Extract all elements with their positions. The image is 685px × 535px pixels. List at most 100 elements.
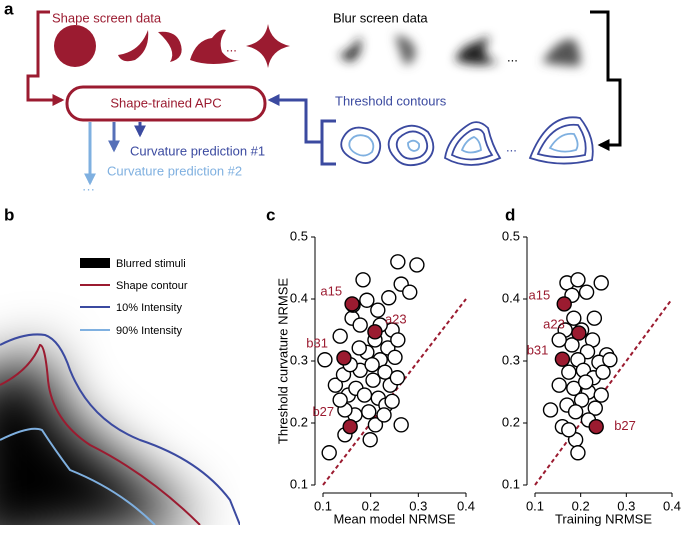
legend-swatch bbox=[80, 258, 110, 268]
x-axis-label: Mean model NRMSE bbox=[333, 511, 455, 526]
point bbox=[390, 332, 406, 348]
point bbox=[332, 392, 348, 408]
panel-b: b Blurred stimuli Shape contour 10% Inte… bbox=[0, 205, 240, 525]
y-tick-label: 0.4 bbox=[502, 290, 520, 305]
point bbox=[602, 352, 618, 368]
panel-label: c bbox=[266, 205, 275, 224]
prediction: Curvature prediction #1 bbox=[130, 143, 265, 158]
legend-label: Shape contour bbox=[116, 280, 188, 292]
ellipsis: ... bbox=[507, 49, 518, 64]
x-tick-label: 0.3 bbox=[409, 498, 427, 513]
ellipsis: ... bbox=[506, 139, 517, 154]
point bbox=[556, 296, 572, 312]
point bbox=[370, 302, 386, 318]
point bbox=[393, 417, 409, 433]
legend-label: 10% Intensity bbox=[116, 302, 183, 314]
point bbox=[376, 407, 392, 423]
point bbox=[332, 328, 348, 344]
point bbox=[327, 377, 344, 393]
point bbox=[554, 351, 571, 367]
point bbox=[355, 272, 371, 288]
point bbox=[381, 290, 397, 306]
point bbox=[356, 387, 373, 403]
x-tick-label: 0.2 bbox=[572, 498, 590, 513]
x-tick-label: 0.1 bbox=[314, 498, 332, 513]
point bbox=[567, 404, 584, 420]
point-label: a15 bbox=[320, 283, 342, 298]
point bbox=[542, 402, 559, 418]
y-tick-label: 0.5 bbox=[502, 228, 520, 243]
y-tick-label: 0.1 bbox=[502, 476, 520, 491]
point bbox=[390, 254, 406, 270]
model-label: Shape-trained APC bbox=[110, 95, 221, 110]
point bbox=[593, 387, 609, 403]
x-tick-label: 0.3 bbox=[617, 498, 635, 513]
label: Shape screen data bbox=[52, 10, 162, 25]
point bbox=[384, 393, 400, 409]
point bbox=[367, 324, 383, 340]
point bbox=[570, 445, 586, 461]
shapes bbox=[54, 24, 290, 68]
point bbox=[344, 296, 360, 312]
point bbox=[361, 404, 377, 420]
blurred-shapes bbox=[338, 35, 581, 66]
point bbox=[389, 370, 406, 386]
point-label: a23 bbox=[543, 317, 565, 332]
contours bbox=[340, 116, 594, 167]
bracket bbox=[26, 10, 65, 106]
y-tick-label: 0.2 bbox=[290, 414, 308, 429]
x-tick-label: 0.4 bbox=[457, 498, 475, 513]
point bbox=[402, 284, 418, 300]
point bbox=[377, 364, 393, 380]
y-axis-label: Threshold curvature NRMSE bbox=[275, 278, 290, 444]
point bbox=[577, 374, 594, 390]
point bbox=[362, 432, 378, 448]
y-tick-label: 0.3 bbox=[290, 352, 308, 367]
point bbox=[351, 340, 367, 356]
point bbox=[570, 272, 586, 288]
point bbox=[342, 419, 358, 435]
point-label: a15 bbox=[529, 287, 551, 302]
point bbox=[387, 349, 403, 365]
label: Blur screen data bbox=[333, 10, 428, 25]
point bbox=[367, 417, 384, 433]
panel-label: b bbox=[4, 205, 14, 224]
point bbox=[364, 357, 380, 373]
point-label: b27 bbox=[312, 404, 334, 419]
point bbox=[352, 317, 368, 333]
point bbox=[588, 419, 604, 435]
ellipsis: ... bbox=[226, 39, 237, 54]
point bbox=[578, 284, 595, 300]
point bbox=[561, 422, 577, 438]
ellipsis: ··· bbox=[82, 181, 95, 196]
point bbox=[551, 377, 567, 393]
panel-label: d bbox=[505, 205, 515, 224]
point bbox=[586, 310, 603, 326]
point bbox=[587, 400, 603, 416]
bracket bbox=[270, 100, 336, 166]
point bbox=[409, 257, 425, 273]
point-label: a23 bbox=[385, 311, 407, 326]
point bbox=[321, 445, 337, 461]
blurred-stimulus bbox=[0, 333, 240, 525]
x-tick-label: 0.1 bbox=[526, 498, 544, 513]
point bbox=[317, 352, 333, 368]
prediction: Curvature prediction #2 bbox=[107, 163, 242, 178]
point bbox=[595, 364, 611, 380]
x-axis-label: Training NRMSE bbox=[555, 511, 652, 526]
legend-label: 90% Intensity bbox=[116, 325, 183, 337]
point bbox=[561, 364, 577, 380]
panel-a: a Shape screen data ... Blur screen data… bbox=[4, 0, 622, 196]
y-tick-label: 0.4 bbox=[290, 290, 308, 305]
point bbox=[359, 292, 375, 308]
y-tick-label: 0.3 bbox=[502, 352, 520, 367]
bracket bbox=[590, 10, 622, 151]
label: Threshold contours bbox=[335, 93, 447, 108]
y-tick-label: 0.1 bbox=[290, 476, 308, 491]
point-label: b31 bbox=[306, 335, 328, 350]
x-tick-label: 0.4 bbox=[663, 498, 681, 513]
point bbox=[365, 372, 381, 388]
panel-label: a bbox=[4, 0, 14, 18]
y-tick-label: 0.5 bbox=[290, 228, 308, 243]
